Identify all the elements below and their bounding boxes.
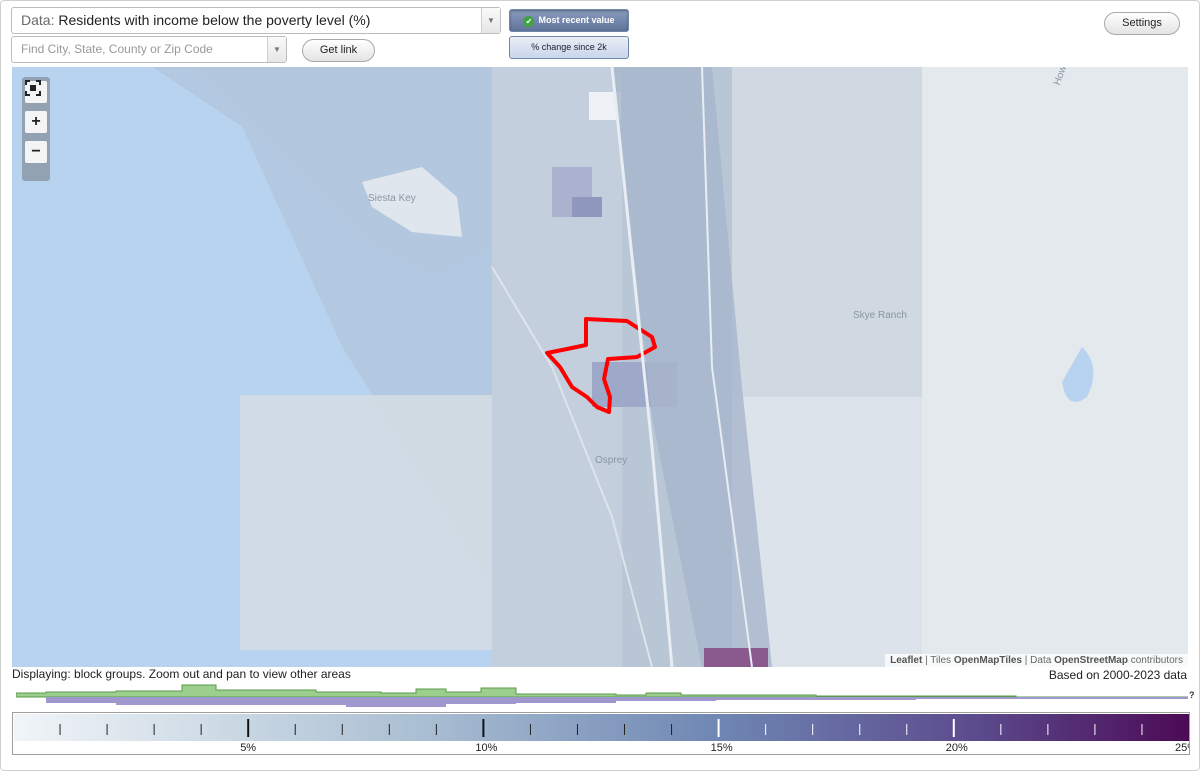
map-attribution: Leaflet | Tiles OpenMapTiles | Data Open… bbox=[885, 654, 1188, 667]
histogram-purple bbox=[16, 697, 1188, 707]
histogram-green bbox=[16, 684, 1188, 698]
block-east-2 bbox=[922, 67, 1188, 667]
attrib-sep-1: | Tiles bbox=[922, 655, 954, 666]
zoom-in-button[interactable]: + bbox=[25, 111, 47, 133]
legend-tick-label: 20% bbox=[946, 742, 968, 754]
attrib-sep-2: | Data bbox=[1022, 655, 1055, 666]
attrib-tail: contributors bbox=[1127, 655, 1183, 666]
block-east-1 bbox=[732, 67, 922, 397]
road-2 bbox=[701, 67, 753, 667]
block-high-poverty bbox=[704, 648, 768, 667]
lake bbox=[1062, 347, 1094, 402]
most-recent-value-button[interactable]: ✔ Most recent value bbox=[509, 9, 629, 32]
data-select-value: Residents with income below the poverty … bbox=[58, 12, 371, 28]
check-icon: ✔ bbox=[523, 16, 535, 27]
legend-major-ticks: 5% 10% 15% 20% 25% bbox=[240, 719, 1189, 754]
chevron-down-icon[interactable]: ▼ bbox=[267, 37, 286, 62]
displaying-status: Displaying: block groups. Zoom out and p… bbox=[12, 667, 351, 681]
openmaptiles-link[interactable]: OpenMapTiles bbox=[953, 655, 1022, 666]
place-label-osprey: Osprey bbox=[595, 455, 628, 466]
legend-scale: 5% 10% 15% 20% 25% bbox=[14, 714, 1189, 754]
leaflet-link[interactable]: Leaflet bbox=[890, 655, 923, 666]
block-purple-3 bbox=[572, 197, 602, 217]
data-range-note: Based on 2000-2023 data bbox=[1048, 668, 1187, 682]
get-link-button[interactable]: Get link bbox=[302, 39, 375, 62]
chevron-down-icon[interactable]: ▼ bbox=[481, 8, 500, 33]
zoom-controls: + − bbox=[22, 77, 50, 181]
legend-tick-label: 10% bbox=[475, 742, 497, 754]
offshore-block bbox=[240, 395, 495, 650]
data-select-prefix: Data: bbox=[21, 12, 55, 28]
histogram-help-icon[interactable]: ? bbox=[1189, 690, 1195, 700]
settings-button[interactable]: Settings bbox=[1104, 12, 1180, 35]
distribution-histogram bbox=[16, 684, 1188, 707]
fullscreen-icon[interactable] bbox=[25, 80, 47, 103]
place-label-skye-ranch: Skye Ranch bbox=[853, 310, 907, 321]
legend-tick-label: 5% bbox=[240, 742, 256, 754]
siesta-key-island bbox=[362, 167, 462, 237]
legend-tick-label: 15% bbox=[711, 742, 733, 754]
map-canvas[interactable]: Siesta Key Osprey Skye Ranch Howard Cr +… bbox=[12, 67, 1188, 667]
legend-minor-ticks bbox=[59, 724, 1143, 735]
selected-area-outline bbox=[545, 317, 657, 414]
location-search-input[interactable]: Find City, State, County or Zip Code ▼ bbox=[11, 36, 287, 63]
legend-tick-label: 25% bbox=[1175, 742, 1189, 754]
most-recent-label: Most recent value bbox=[538, 15, 615, 25]
road-1 bbox=[610, 67, 674, 667]
percent-change-button[interactable]: % change since 2k bbox=[509, 36, 629, 59]
openstreetmap-link[interactable]: OpenStreetMap bbox=[1054, 655, 1128, 666]
data-variable-select[interactable]: Data: Residents with income below the po… bbox=[11, 7, 501, 34]
road-3 bbox=[491, 266, 653, 667]
zoom-out-button[interactable]: − bbox=[25, 141, 47, 163]
location-search-placeholder: Find City, State, County or Zip Code bbox=[21, 42, 213, 56]
legend-gradient bbox=[14, 714, 1189, 741]
color-scale-legend: 5% 10% 15% 20% 25% bbox=[12, 712, 1190, 755]
place-label-siesta-key: Siesta Key bbox=[368, 193, 416, 204]
map-layer bbox=[12, 67, 1188, 667]
